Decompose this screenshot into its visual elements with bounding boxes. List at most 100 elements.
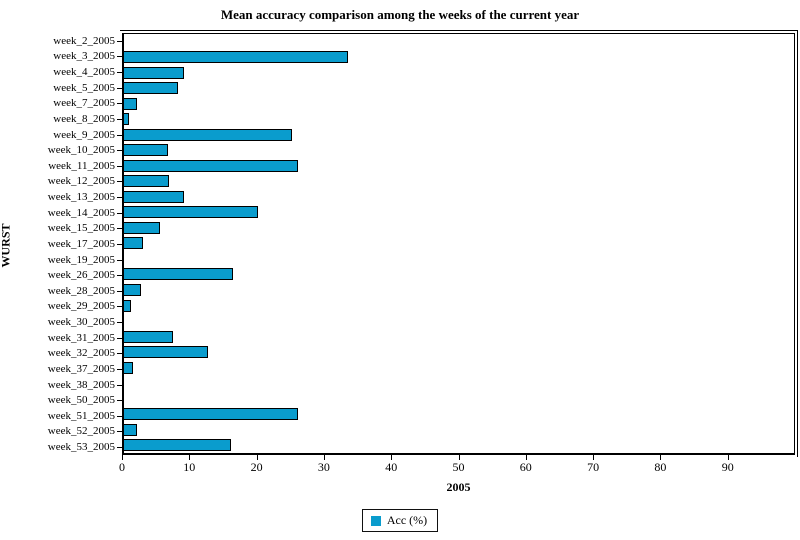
y-tick-label-text: week_32_2005 [47,347,115,360]
bar [124,299,131,312]
bar-rows [124,34,794,453]
y-tick-mark [117,56,122,58]
x-tick-mark [525,455,527,460]
bar-row [124,422,794,438]
y-tick-mark [117,134,122,136]
y-tick-mark [117,368,122,370]
bar [124,284,141,296]
y-tick-label: week_14_2005 [0,205,122,221]
bar-row [124,329,794,345]
plot-area [122,33,795,455]
y-tick-label: week_4_2005 [0,64,122,80]
legend: Acc (%) [0,509,800,532]
y-tick-mark [117,322,122,324]
y-tick-label: week_13_2005 [0,189,122,205]
bar [124,175,169,188]
y-tick-mark [117,165,122,167]
y-tick-label-text: week_26_2005 [47,269,115,282]
x-tick-mark [660,455,662,460]
y-tick-label-text: week_50_2005 [47,394,115,407]
bar-row [124,50,794,66]
y-tick-label-text: week_29_2005 [47,300,115,313]
y-tick-label: week_29_2005 [0,299,122,315]
x-tick-label: 30 [317,460,330,474]
y-tick-label: week_8_2005 [0,111,122,127]
bar-row [124,282,794,298]
bar-row [124,96,794,112]
bar-row [124,127,794,143]
y-tick-label: week_12_2005 [0,174,122,190]
y-tick-label: week_32_2005 [0,346,122,362]
y-tick-label: week_38_2005 [0,377,122,393]
y-tick-label: week_28_2005 [0,283,122,299]
x-tick-mark [593,455,595,460]
y-tick-label: week_2_2005 [0,33,122,49]
y-tick-mark [117,447,122,449]
x-tick-label: 60 [519,460,532,474]
legend-entry: Acc (%) [361,509,439,532]
bar [124,206,258,219]
y-tick-label-text: week_15_2005 [47,222,115,235]
y-tick-mark [117,212,122,214]
x-axis-ticks [122,455,795,460]
y-tick-label-text: week_38_2005 [47,378,115,391]
bar-row [124,81,794,97]
y-tick-label: week_3_2005 [0,49,122,65]
y-tick-label: week_7_2005 [0,96,122,112]
y-tick-mark [117,384,122,386]
bar-row [124,65,794,81]
y-tick-label-text: week_28_2005 [47,284,115,297]
y-tick-label-text: week_8_2005 [53,112,115,125]
x-tick-mark [122,455,123,460]
bar-row [124,391,794,407]
y-tick-mark [117,243,122,245]
bar [124,361,133,374]
y-tick-label-text: week_7_2005 [53,97,115,110]
y-tick-label-text: week_2_2005 [53,34,115,47]
bar-row [124,437,794,453]
bar-row [124,267,794,283]
x-axis-label: 2005 [446,480,471,494]
x-axis-tick-labels: 0 10 20 30 40 50 60 70 80 90 [119,460,795,476]
y-tick-mark [117,306,122,308]
x-tick-label: 70 [587,460,600,474]
bar [124,159,299,172]
y-tick-mark [117,259,122,261]
y-tick-label: week_53_2005 [0,439,122,455]
y-tick-label-text: week_13_2005 [47,191,115,204]
y-tick-mark [117,118,122,120]
y-tick-label-text: week_52_2005 [47,425,115,438]
bar-row [124,406,794,422]
bar [124,51,349,64]
bar-row [124,220,794,236]
y-tick-label-text: week_51_2005 [47,409,115,422]
y-tick-label: week_50_2005 [0,392,122,408]
bar-row [124,158,794,174]
y-tick-mark [117,353,122,355]
bar [124,66,185,79]
bar [124,268,233,281]
y-tick-mark [117,431,122,433]
x-tick-mark [189,455,191,460]
y-tick-label-text: week_3_2005 [53,50,115,63]
y-tick-label: week_26_2005 [0,267,122,283]
y-tick-label: week_11_2005 [0,158,122,174]
bar-row [124,251,794,267]
legend-swatch-icon [370,515,381,526]
bar [124,190,185,203]
bar [124,221,161,234]
y-tick-label-text: week_19_2005 [47,253,115,266]
y-tick-label: week_17_2005 [0,236,122,252]
y-tick-label: week_19_2005 [0,252,122,268]
x-tick-label: 40 [385,460,398,474]
x-tick-mark [458,455,460,460]
bar-row [124,205,794,221]
bar-row [124,34,794,50]
chart-title: Mean accuracy comparison among the weeks… [220,7,580,22]
bar [124,330,173,343]
bar [124,144,169,157]
x-tick-mark [323,455,325,460]
bar-row [124,360,794,376]
bar [124,97,138,110]
